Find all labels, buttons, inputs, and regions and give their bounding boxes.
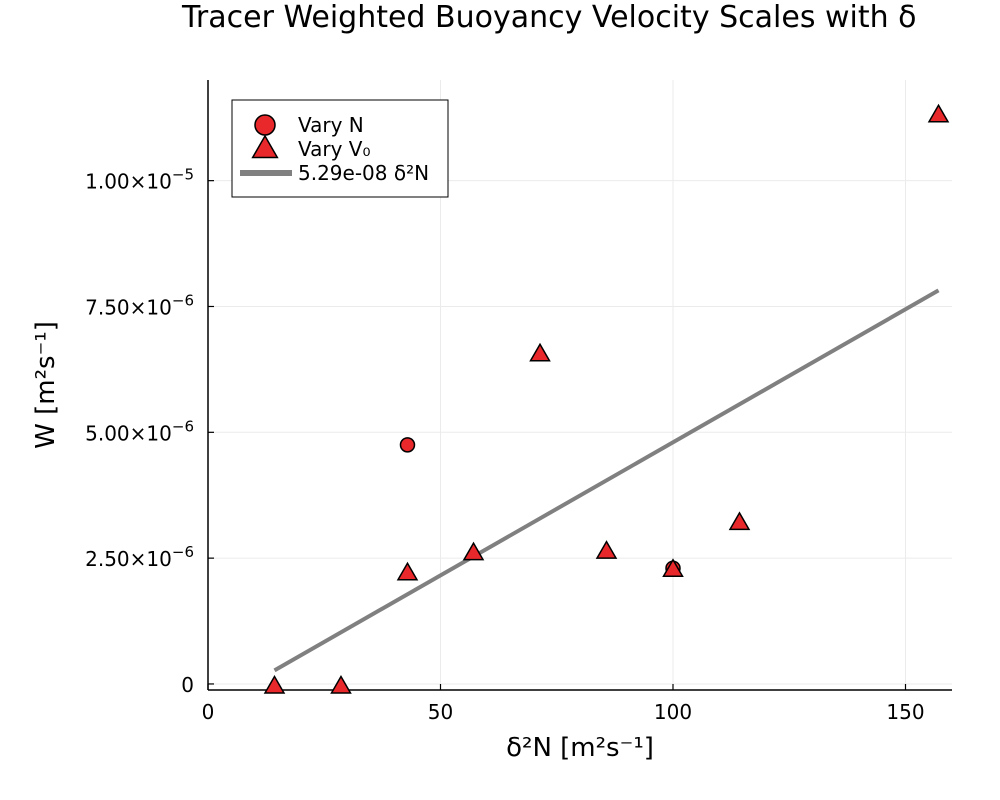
y-tick-label: 7.50×10−6 xyxy=(85,291,194,319)
triangle-point xyxy=(263,674,286,694)
x-tick-label: 100 xyxy=(654,700,692,724)
y-tick-label: 0 xyxy=(181,673,194,697)
x-tick-label: 50 xyxy=(428,700,453,724)
legend-label: 5.29e-08 δ²N xyxy=(298,161,429,185)
circle-point xyxy=(399,437,416,453)
legend-label: Vary N xyxy=(298,113,364,137)
triangle-point xyxy=(396,561,419,581)
legend-circle-swatch xyxy=(254,114,276,136)
triangle-point xyxy=(728,511,751,531)
axes xyxy=(207,80,952,691)
fit-lines xyxy=(273,288,940,673)
x-tick-label: 0 xyxy=(202,700,215,724)
x-tick-label: 150 xyxy=(886,700,924,724)
fit-line xyxy=(273,288,940,673)
legend-label: Vary V₀ xyxy=(298,137,371,161)
y-tick-label: 1.00×10−5 xyxy=(85,166,194,194)
triangle-point xyxy=(462,541,485,561)
y-tick-label: 5.00×10−6 xyxy=(85,417,194,445)
data-points xyxy=(263,103,950,694)
triangle-point xyxy=(529,342,551,362)
triangle-point xyxy=(595,540,618,559)
x-axis-ticks: 0 50 100 150 xyxy=(202,684,925,724)
chart-title: Tracer Weighted Buoyancy Velocity Scales… xyxy=(181,0,917,35)
y-axis-label: W [m²s⁻¹] xyxy=(31,321,61,449)
triangle-point xyxy=(662,558,684,577)
x-axis-label: δ²N [m²s⁻¹] xyxy=(506,733,654,763)
legend-triangle-swatch xyxy=(251,134,279,159)
triangle-point xyxy=(330,674,352,694)
y-tick-label: 2.50×10−6 xyxy=(85,543,194,571)
y-axis-ticks: 0 2.50×10−6 5.00×10−6 7.50×10−6 1.00×10−5 xyxy=(85,166,214,697)
triangle-point xyxy=(927,103,950,123)
